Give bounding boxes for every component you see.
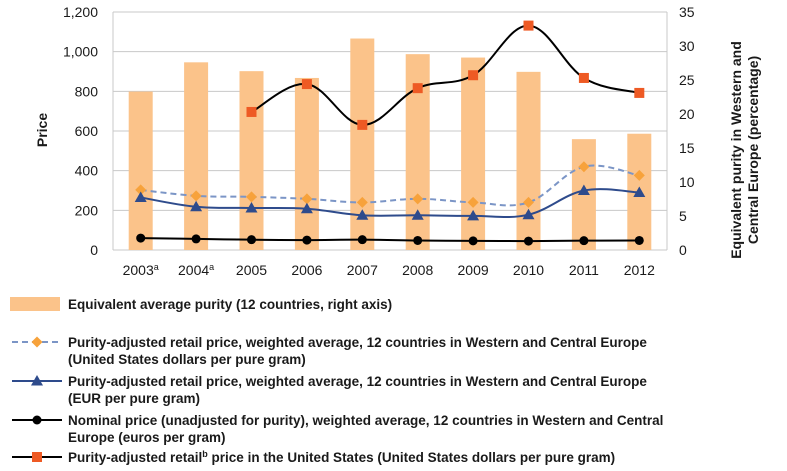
diamond-marker [578,161,590,173]
diamond-marker [633,169,645,181]
square-marker [357,119,368,130]
legend-label-line2: Europe (euros per gram) [68,430,226,445]
diamond-marker [190,190,202,202]
right-tick-label: 15 [679,140,695,156]
left-tick-label: 800 [75,83,99,99]
x-tick-label: 2006 [291,262,322,278]
x-tick-label: 2007 [347,262,378,278]
square-marker [523,20,534,31]
right-tick-label: 30 [679,38,695,54]
left-tick-label: 400 [75,163,99,179]
line-series [134,20,646,246]
square-marker [412,83,423,94]
right-axis-title-line2: Central Europe (percentage) [745,56,761,244]
triangle-marker [134,191,147,202]
circle-marker [302,235,312,245]
triangle-marker [411,209,424,220]
x-tick-label: 2003a [123,262,159,278]
series-line [140,237,640,243]
bar [128,91,153,250]
circle-marker [136,233,146,243]
x-tick-label: 2012 [624,262,655,278]
right-axis-title-line1: Equivalent purity in Western and [728,41,744,259]
triangle-marker [300,202,313,214]
legend-label: Purity-adjusted retail price, weighted a… [68,374,647,389]
circle-marker [357,235,367,245]
bar-series [128,38,652,251]
bar [184,62,209,250]
left-tick-label: 1,000 [63,44,98,60]
x-tick-label: 2011 [569,262,599,278]
left-tick-label: 1,200 [63,4,98,20]
circle-marker [468,236,478,246]
square-marker [246,106,257,117]
diamond-marker [246,191,257,203]
diamond-marker [467,196,479,208]
square-marker [468,70,479,81]
circle-marker [413,235,423,245]
triangle-marker [31,375,43,386]
diamond-marker [135,184,147,196]
diamond-marker [356,196,368,208]
square-marker [578,72,589,83]
right-tick-label: 35 [679,4,695,20]
circle-marker [32,415,42,425]
left-axis-title: Price [34,113,50,147]
series-line [251,24,640,126]
circle-marker [524,236,533,246]
x-tick-label: 2005 [236,262,267,278]
diamond-marker [412,193,424,205]
legend-label: Purity-adjusted retailb price in the Uni… [68,449,615,465]
legend: Equivalent average purity (12 countries,… [10,297,663,465]
bar [239,71,264,250]
square-marker [301,79,312,90]
x-tick-label: 2009 [458,262,489,278]
right-tick-label: 25 [679,72,695,88]
left-tick-label: 200 [75,202,99,218]
diamond-marker [523,196,534,208]
triangle-marker [577,184,590,195]
triangle-marker [467,209,480,221]
triangle-marker [522,208,535,220]
right-tick-label: 20 [679,106,695,122]
legend-label: Nominal price (unadjusted for purity), w… [68,413,663,428]
legend-bar-swatch [10,297,60,311]
legend-bar-label: Equivalent average purity (12 countries,… [68,297,392,312]
circle-marker [247,235,256,245]
square-marker [32,452,42,462]
right-tick-label: 10 [679,174,695,190]
bar [516,71,541,250]
triangle-marker [190,200,203,212]
x-tick-label: 2004a [178,262,214,278]
legend-label-line2: (United States dollars per pure gram) [68,352,306,367]
circle-marker [579,236,589,246]
legend-label: Purity-adjusted retail price, weighted a… [68,335,647,350]
right-tick-label: 0 [679,242,687,258]
triangle-marker [356,209,369,220]
left-tick-label: 0 [90,242,98,258]
legend-label-line2: (EUR per pure gram) [68,391,200,406]
triangle-marker [633,186,646,197]
diamond-marker [301,193,313,205]
triangle-marker [245,201,258,213]
bar [461,57,486,251]
series-line [140,164,640,207]
axes: Price Equivalent purity in Western and C… [34,4,761,278]
series-line [140,188,640,219]
square-marker [634,87,645,98]
right-tick-label: 5 [679,208,687,224]
x-tick-label: 2010 [513,262,544,278]
circle-marker [191,234,201,244]
diamond-marker [31,336,43,348]
circle-marker [634,235,644,245]
bar [294,77,319,251]
left-tick-label: 600 [75,123,99,139]
x-tick-label: 2008 [402,262,433,278]
